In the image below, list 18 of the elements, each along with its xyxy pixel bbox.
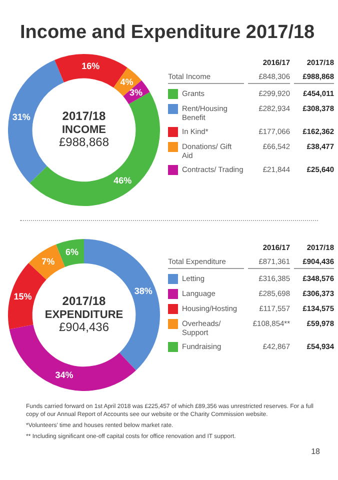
data-label: 6% (66, 246, 79, 257)
data-label: 4% (120, 77, 134, 88)
data-label: 7% (42, 256, 55, 267)
data-label: 15% (14, 292, 32, 302)
text: £988,868 (58, 135, 110, 150)
data-label: 38% (134, 286, 152, 296)
text: EXPENDITURE (44, 308, 124, 322)
text: 2017/18 (62, 108, 106, 124)
chart-title: Income and Expenditure 2017/18 (19, 21, 316, 45)
text: INCOME (62, 124, 106, 136)
text: £904,436 (58, 320, 110, 336)
text: 18 (310, 447, 320, 458)
text: 2017/18 (62, 294, 106, 309)
data-label: 16% (82, 60, 100, 71)
data-label: 31% (12, 112, 30, 122)
data-label: 34% (55, 370, 74, 380)
data-label: 46% (114, 175, 132, 186)
data-label: 3% (130, 88, 143, 98)
